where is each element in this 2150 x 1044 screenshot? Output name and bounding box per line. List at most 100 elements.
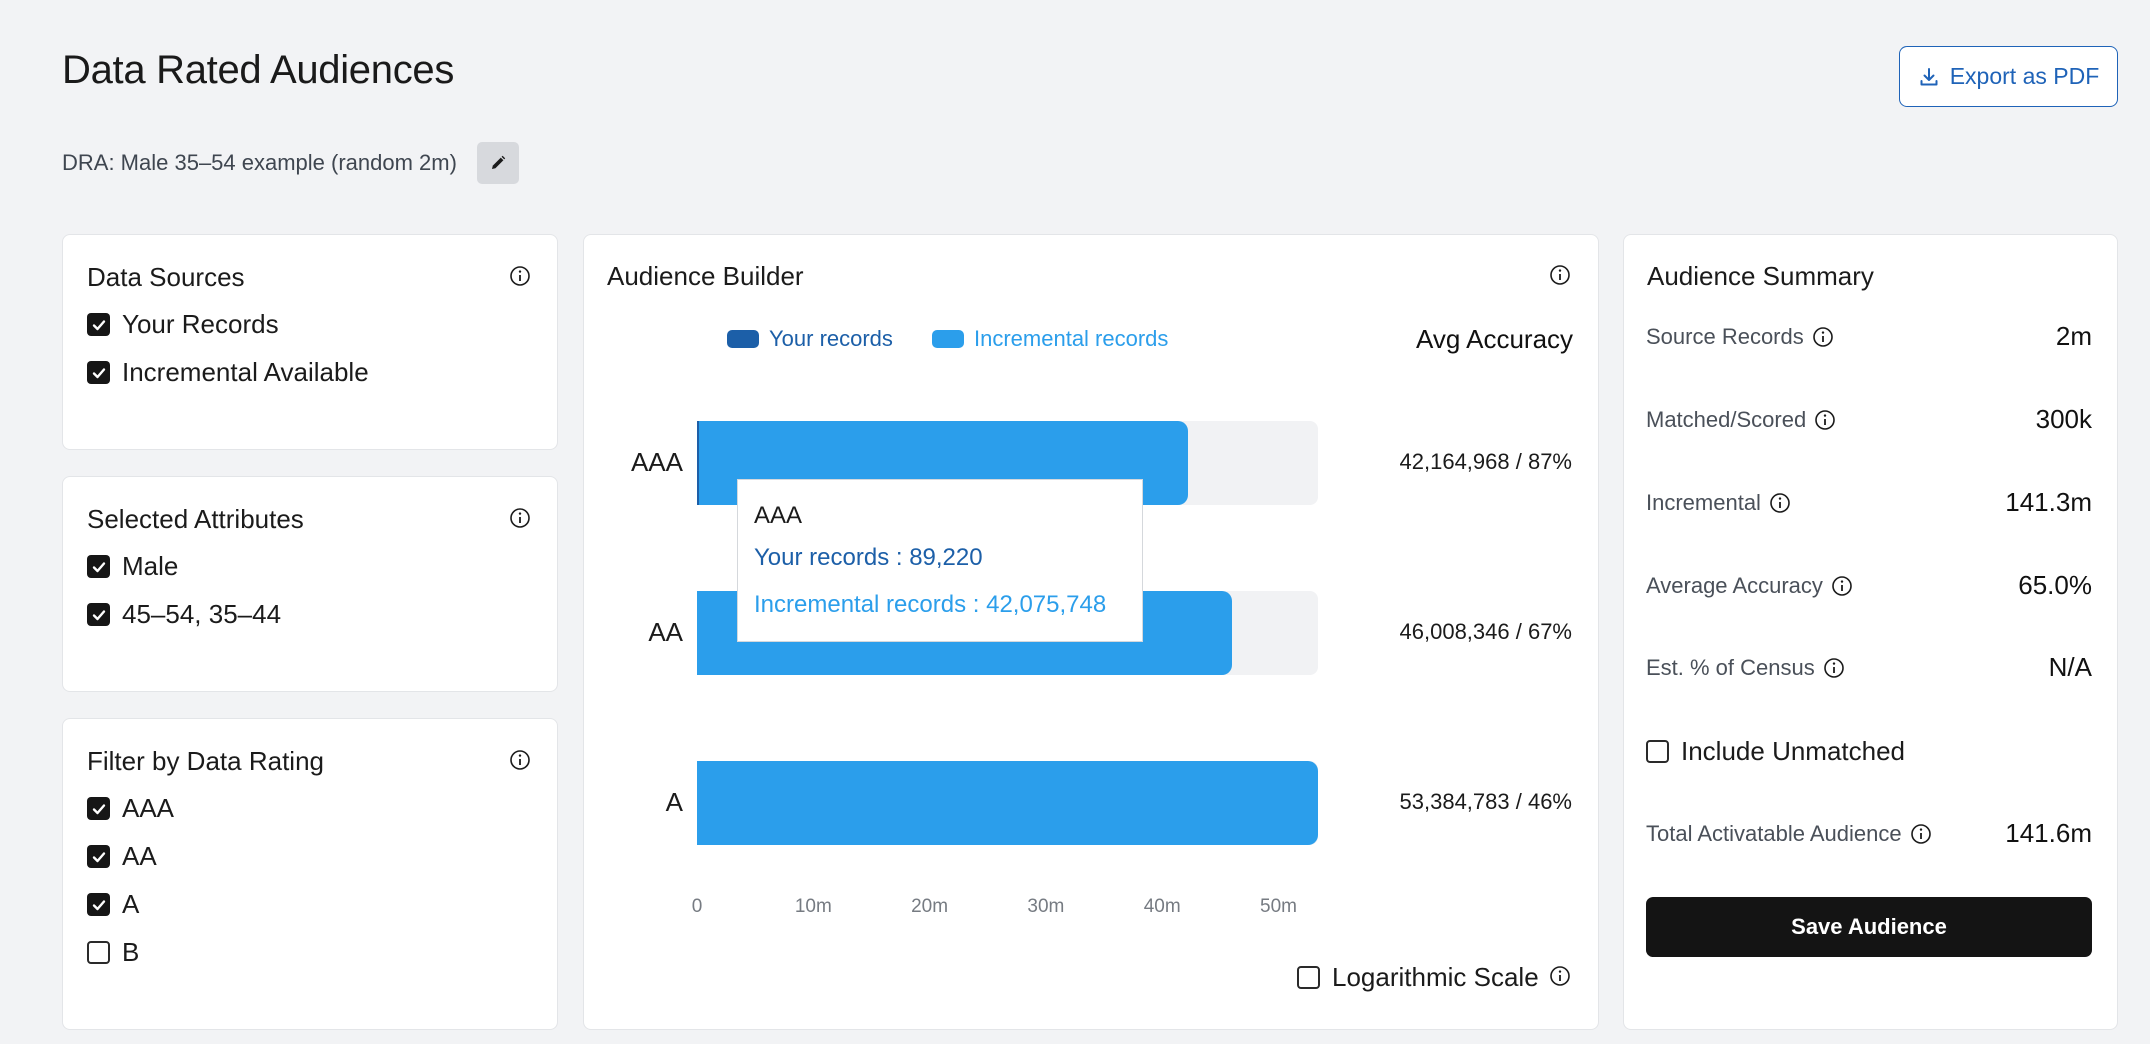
export-pdf-label: Export as PDF [1949, 63, 2100, 89]
checkbox-label: 45–54, 35–44 [122, 599, 282, 629]
category-label: AAA [630, 447, 683, 477]
info-icon[interactable] [509, 507, 531, 529]
chart-tooltip: AAA Your records : 89,220 Incremental re… [737, 479, 1143, 642]
log-scale-label: Logarithmic Scale [1332, 962, 1539, 992]
x-axis-tick: 30m [1027, 896, 1065, 917]
checkbox-label: A [122, 889, 140, 919]
checkbox-checked-icon[interactable] [87, 603, 110, 626]
data-sources-card: Data Sources Your Records Incremental Av… [62, 234, 558, 450]
info-icon[interactable] [1831, 575, 1853, 597]
bar-your-records[interactable] [697, 421, 699, 505]
audience-name: DRA: Male 35–54 example (random 2m) [62, 150, 457, 175]
checkbox-label: AAA [122, 793, 175, 823]
info-icon[interactable] [1910, 823, 1932, 845]
logarithmic-scale-toggle[interactable]: Logarithmic Scale [1297, 962, 1539, 993]
tooltip-your-records: Your records : 89,220 [754, 544, 983, 571]
x-axis-tick: 0 [691, 896, 703, 917]
legend-your-records[interactable]: Your records [727, 326, 893, 352]
summary-value: 300k [2035, 404, 2092, 434]
info-icon[interactable] [1549, 965, 1571, 987]
tooltip-incremental-records: Incremental records : 42,075,748 [754, 591, 1107, 618]
rating-filter-title: Filter by Data Rating [87, 746, 324, 776]
info-icon[interactable] [1823, 657, 1845, 679]
summary-value: 65.0% [2018, 570, 2092, 600]
data-sources-title: Data Sources [87, 262, 245, 292]
checkbox-unchecked-icon[interactable] [1646, 740, 1669, 763]
summary-row-source-records: Source Records 2m [1646, 321, 2092, 352]
x-axis-tick: 10m [794, 896, 832, 917]
legend-label: Incremental records [974, 326, 1169, 351]
checkbox-checked-icon[interactable] [87, 797, 110, 820]
checkbox-label: Incremental Available [122, 357, 369, 387]
summary-value: N/A [2048, 652, 2092, 682]
checkbox-incremental-available[interactable]: Incremental Available [87, 357, 369, 388]
checkbox-label: AA [122, 841, 157, 871]
checkbox-checked-icon[interactable] [87, 845, 110, 868]
audience-summary-title: Audience Summary [1647, 261, 1874, 291]
summary-value: 2m [2055, 321, 2092, 351]
x-axis-tick: 40m [1143, 896, 1181, 917]
rating-filter-card: Filter by Data Rating AAA AA A B [62, 718, 558, 1030]
category-label: A [665, 787, 683, 817]
bar-value-label: 53,384,783 / 46% [1399, 789, 1572, 814]
info-icon[interactable] [1769, 492, 1791, 514]
info-icon[interactable] [1549, 264, 1571, 286]
legend-incremental-records[interactable]: Incremental records [932, 326, 1168, 352]
checkbox-rating-a[interactable]: A [87, 889, 139, 920]
export-pdf-button[interactable]: Export as PDF [1899, 46, 2118, 107]
summary-label: Total Activatable Audience [1646, 820, 1902, 846]
category-label: AA [648, 617, 683, 647]
summary-row-average-accuracy: Average Accuracy 65.0% [1646, 570, 2092, 601]
pencil-icon [492, 155, 506, 169]
checkbox-checked-icon[interactable] [87, 555, 110, 578]
checkbox-male[interactable]: Male [87, 551, 178, 582]
checkbox-checked-icon[interactable] [87, 361, 110, 384]
tooltip-title: AAA [754, 502, 803, 529]
selected-attributes-title: Selected Attributes [87, 504, 304, 534]
checkbox-age-ranges[interactable]: 45–54, 35–44 [87, 599, 281, 630]
selected-attributes-card: Selected Attributes Male 45–54, 35–44 [62, 476, 558, 692]
checkbox-unchecked-icon[interactable] [1297, 966, 1320, 989]
page-title: Data Rated Audiences [62, 48, 455, 92]
edit-name-button[interactable] [477, 142, 519, 184]
checkbox-checked-icon[interactable] [87, 893, 110, 916]
summary-label: Source Records [1646, 323, 1804, 349]
x-axis-tick: 20m [911, 896, 949, 917]
bar-value-label: 46,008,346 / 67% [1399, 619, 1572, 644]
info-icon[interactable] [1814, 409, 1836, 431]
summary-row-total: Total Activatable Audience 141.6m [1646, 818, 2092, 849]
checkbox-rating-aa[interactable]: AA [87, 841, 157, 872]
summary-label: Incremental [1646, 489, 1761, 515]
checkbox-label: B [122, 937, 140, 967]
summary-label: Matched/Scored [1646, 406, 1807, 432]
summary-total-value: 141.6m [2005, 818, 2092, 848]
summary-label: Average Accuracy [1646, 572, 1823, 598]
summary-row-matched-scored: Matched/Scored 300k [1646, 404, 2092, 435]
summary-row-incremental: Incremental 141.3m [1646, 487, 2092, 518]
info-icon[interactable] [509, 749, 531, 771]
summary-label: Est. % of Census [1646, 654, 1815, 680]
checkbox-unchecked-icon[interactable] [87, 941, 110, 964]
include-unmatched-label: Include Unmatched [1681, 736, 1906, 766]
audience-builder-title: Audience Builder [607, 261, 804, 291]
checkbox-label: Your Records [122, 309, 279, 339]
bar-value-label: 42,164,968 / 87% [1399, 449, 1572, 474]
checkbox-rating-aaa[interactable]: AAA [87, 793, 174, 824]
checkbox-your-records[interactable]: Your Records [87, 309, 279, 340]
include-unmatched-toggle[interactable]: Include Unmatched [1646, 736, 1905, 767]
legend-swatch-incremental [932, 330, 964, 348]
info-icon[interactable] [1812, 326, 1834, 348]
summary-value: 141.3m [2005, 487, 2092, 517]
save-audience-button[interactable]: Save Audience [1646, 897, 2092, 957]
x-axis-tick: 50m [1260, 896, 1297, 917]
legend-label: Your records [769, 326, 893, 351]
download-icon [1920, 67, 1938, 85]
checkbox-label: Male [122, 551, 179, 581]
bar-incremental-records[interactable] [697, 761, 1318, 845]
avg-accuracy-header: Avg Accuracy [1416, 324, 1574, 354]
legend-swatch-your-records [727, 330, 759, 348]
checkbox-checked-icon[interactable] [87, 313, 110, 336]
checkbox-rating-b[interactable]: B [87, 937, 139, 968]
summary-row-census: Est. % of Census N/A [1646, 652, 2092, 683]
info-icon[interactable] [509, 265, 531, 287]
